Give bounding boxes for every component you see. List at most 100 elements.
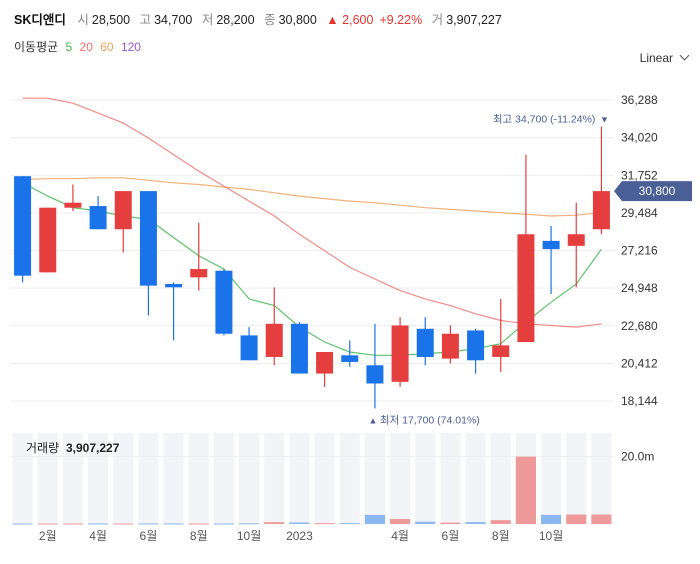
moving-average-label: 이동평균 [14,40,59,54]
candle-body [190,269,208,278]
x-tick-label: 2023 [286,529,313,543]
candle-body [341,355,359,362]
low-marker-icon: ▲ [368,415,377,425]
volume-bar [188,523,209,525]
candles [14,126,610,409]
volume-column-bg [138,433,159,524]
volume-bar [314,523,335,525]
volume-bar [163,523,184,525]
volume-column-bg [314,433,335,524]
volume-bar [490,520,511,524]
volume-column-bg [415,433,436,524]
volume-column-bg [37,433,58,524]
volume-column-bg [12,433,33,524]
open-label: 시 [77,13,89,27]
close-price: 30,800 [278,13,317,27]
volume-column-bg [541,433,562,524]
volume-column-bg [289,433,310,524]
ma-20-label: 20 [79,40,93,54]
candle-body [467,330,485,361]
volume-bar [364,514,385,524]
candle-body [165,283,183,288]
moving-average-legend[interactable]: 이동평균 5 20 60 120 [14,38,145,55]
high-marker-icon: ▼ [600,114,609,124]
volume-bar [113,523,134,525]
volume-column-bg [364,433,385,524]
scale-selector[interactable]: Linear [640,50,690,65]
volume-column-bg [591,433,612,524]
volume-column-bg [566,433,587,524]
volume-bar [390,518,411,524]
price-change-pct: +9.22% [379,13,423,27]
x-tick-label: 8월 [190,529,208,543]
volume-column-bg [188,433,209,524]
volume-bar [566,514,587,524]
volume-column-bg [264,433,285,524]
candle-body [567,234,585,246]
high-label: 고 [139,13,152,27]
candle-body [517,234,535,343]
volume-bar [37,523,58,525]
last-price-tag [614,181,692,202]
x-tick-label: 8월 [492,529,510,543]
ma-60-label: 60 [100,40,114,54]
candle-body [441,333,459,359]
volume-bar [264,522,285,524]
candle-body [14,176,32,276]
moving-average-lines [22,97,602,356]
candle-body [366,365,384,384]
ma-5-label: 5 [65,40,73,54]
ma-20-line [22,97,602,328]
candle-body [290,323,308,374]
volume-bar [541,514,562,524]
volume-bar [62,523,83,525]
x-tick-label: 4월 [89,529,107,543]
y-tick-label: 18,144 [621,394,658,408]
volume-column-bg [88,433,109,524]
candle-body [215,270,233,334]
y-tick-label: 24,948 [621,281,658,295]
candle-body [542,240,560,250]
x-tick-label: 2월 [39,529,57,543]
volume-column-bg [465,433,486,524]
volume-value: 3,907,227 [446,13,502,27]
candle-body [391,325,409,382]
last-price-label: 30,800 [639,184,676,198]
y-tick-label: 22,680 [621,319,658,333]
y-tick-label: 36,288 [621,93,658,107]
stock-header: SK디앤디 시 28,500 고 34,700 저 28,200 종 30,800 ▲ … [14,9,508,28]
high-annotation-label: 최고 34,700 (-11.24%) [493,113,596,125]
volume-column-bg [113,433,134,524]
volume-column-bg [440,433,461,524]
volume-bar [88,523,109,525]
candle-body [592,191,610,230]
candle-body [265,323,283,357]
volume-label: 거래량 [26,441,59,455]
grid-lines [10,99,614,402]
volume-bar [440,522,461,524]
close-label: 종 [264,13,276,27]
y-tick-label: 31,752 [621,168,658,182]
volume-total: 3,907,227 [66,441,120,455]
y-tick-label: 27,216 [621,244,658,258]
volume-column-bg [339,433,360,524]
candle-body [139,191,157,286]
candle-body [316,351,334,374]
volume-bar [415,521,436,524]
volume-column-bg [239,433,260,524]
volume-label: 거 [431,13,444,27]
volume-bar [465,522,486,524]
volume-bar [213,523,234,525]
y-tick-label: 34,020 [621,131,658,145]
low-label: 저 [201,13,214,27]
volume-bar [515,456,536,524]
axis-labels: 36,288 34,020 31,752 29,484 27,216 24,948 22,6… [39,93,658,543]
open-price: 28,500 [91,13,131,27]
ma-5-line [22,182,602,356]
volume-bar [138,523,159,525]
x-tick-label: 10월 [237,529,261,543]
high-price: 34,700 [154,13,193,27]
y-tick-label: 29,484 [621,206,658,220]
candle-body [240,335,258,361]
